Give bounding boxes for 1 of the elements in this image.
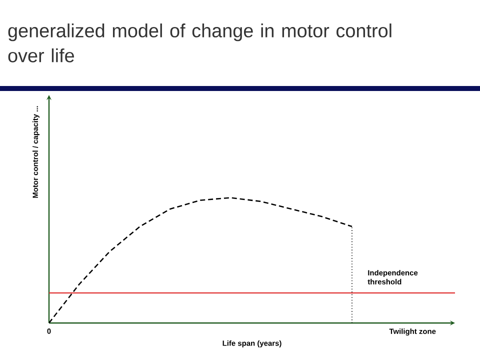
chart-title: generalized model of change in motor control over life [8,24,392,62]
